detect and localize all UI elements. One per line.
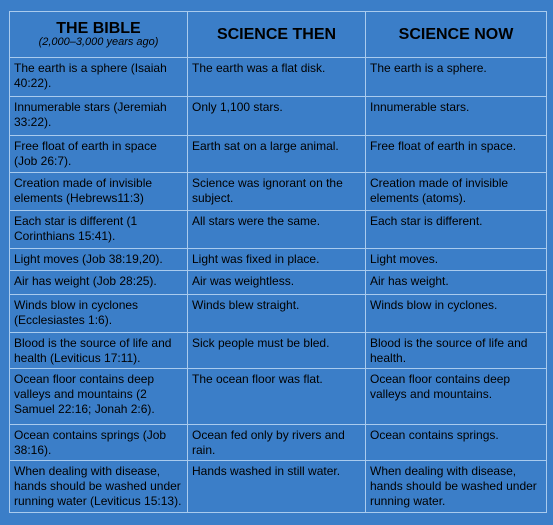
table-cell: Only 1,100 stars. xyxy=(187,96,366,136)
comparison-table: THE BIBLE (2,000–3,000 years ago) SCIENCE… xyxy=(9,11,547,513)
table-cell: Innumerable stars (Jeremiah 33:22). xyxy=(9,96,188,136)
table-cell: Ocean floor contains deep valleys and mo… xyxy=(365,368,547,425)
table-row: Light moves (Job 38:19,20). Light was fix… xyxy=(9,248,547,271)
table-row: Winds blow in cyclones (Ecclesiastes 1:6… xyxy=(9,294,547,333)
header-cell: SCIENCE NOW xyxy=(365,11,547,58)
table-row: Innumerable stars (Jeremiah 33:22). Only … xyxy=(9,96,547,136)
header-subtitle: (2,000–3,000 years ago) xyxy=(38,35,159,48)
table-head: THE BIBLE (2,000–3,000 years ago) SCIENCE… xyxy=(9,11,547,58)
table-row: Each star is different (1 Corinthians 15… xyxy=(9,210,547,249)
table-cell: Free float of earth in space. xyxy=(365,135,547,173)
table-row: The earth is a sphere (Isaiah 40:22). The… xyxy=(9,57,547,97)
table-cell: All stars were the same. xyxy=(187,210,366,249)
table-cell: Hands washed in still water. xyxy=(187,460,366,513)
table-cell: Creation made of invisible elements (ato… xyxy=(365,172,547,211)
header-text: THE BIBLE xyxy=(56,19,141,37)
table-cell: Each star is different. xyxy=(365,210,547,249)
table-cell: Blood is the source of life and health (… xyxy=(9,332,188,369)
table-cell: Ocean fed only by rivers and rain. xyxy=(187,424,366,461)
table-cell: Sick people must be bled. xyxy=(187,332,366,369)
table-cell: Winds blow in cyclones. xyxy=(365,294,547,333)
table-cell: Earth sat on a large animal. xyxy=(187,135,366,173)
table-cell: Blood is the source of life and health. xyxy=(365,332,547,369)
header-row: THE BIBLE (2,000–3,000 years ago) SCIENCE… xyxy=(9,11,547,58)
table-wrap: THE BIBLE (2,000–3,000 years ago) SCIENCE… xyxy=(9,11,547,513)
table-row: Blood is the source of life and health (… xyxy=(9,332,547,369)
table-cell: The earth was a flat disk. xyxy=(187,57,366,97)
table-row: When dealing with disease, hands should … xyxy=(9,460,547,513)
table-body: The earth is a sphere (Isaiah 40:22). The… xyxy=(9,57,547,513)
table-row: Ocean contains springs (Job 38:16). Ocean… xyxy=(9,424,547,461)
table-cell: Innumerable stars. xyxy=(365,96,547,136)
table-cell: Winds blow in cyclones (Ecclesiastes 1:6… xyxy=(9,294,188,333)
header-cell: SCIENCE THEN xyxy=(187,11,366,58)
table-row: Creation made of invisible elements (Heb… xyxy=(9,172,547,211)
table-cell: Free float of earth in space (Job 26:7). xyxy=(9,135,188,173)
table-cell: Creation made of invisible elements (Heb… xyxy=(9,172,188,211)
table-cell: Ocean contains springs. xyxy=(365,424,547,461)
table-cell: The ocean floor was flat. xyxy=(187,368,366,425)
table-cell: Ocean contains springs (Job 38:16). xyxy=(9,424,188,461)
table-cell: Each star is different (1 Corinthians 15… xyxy=(9,210,188,249)
table-row: Free float of earth in space (Job 26:7).… xyxy=(9,135,547,173)
table-cell: Light moves. xyxy=(365,248,547,271)
table-cell: Light moves (Job 38:19,20). xyxy=(9,248,188,271)
table-cell: Air has weight. xyxy=(365,270,547,295)
table-row: Ocean floor contains deep valleys and mo… xyxy=(9,368,547,425)
table-cell: Ocean floor contains deep valleys and mo… xyxy=(9,368,188,425)
table-cell: The earth is a sphere. xyxy=(365,57,547,97)
header-cell: THE BIBLE (2,000–3,000 years ago) xyxy=(9,11,188,58)
table-cell: Light was fixed in place. xyxy=(187,248,366,271)
table-cell: Air has weight (Job 28:25). xyxy=(9,270,188,295)
table-cell: Winds blew straight. xyxy=(187,294,366,333)
table-cell: When dealing with disease, hands should … xyxy=(365,460,547,513)
table-cell: The earth is a sphere (Isaiah 40:22). xyxy=(9,57,188,97)
table-cell: Science was ignorant on the subject. xyxy=(187,172,366,211)
table-cell: When dealing with disease, hands should … xyxy=(9,460,188,513)
table-cell: Air was weightless. xyxy=(187,270,366,295)
table-row: Air has weight (Job 28:25). Air was weigh… xyxy=(9,270,547,295)
